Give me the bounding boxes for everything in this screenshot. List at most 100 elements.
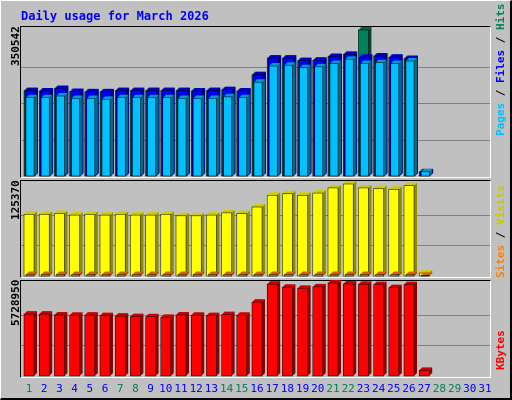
pages-bar-top bbox=[102, 96, 113, 100]
pages-bar-top bbox=[26, 94, 37, 98]
day-label: 24 bbox=[371, 382, 386, 395]
day-label: 17 bbox=[265, 382, 279, 395]
kbytes-bar bbox=[266, 283, 278, 377]
sites-bar-top bbox=[299, 271, 311, 275]
files-bar-top bbox=[101, 88, 114, 92]
kbytes-bar-top bbox=[358, 281, 372, 285]
visits-bar bbox=[358, 187, 369, 277]
pages-bar-side bbox=[383, 59, 387, 176]
sites-bar-top bbox=[360, 271, 372, 275]
visits-bar-side bbox=[262, 204, 265, 276]
visits-bar-top bbox=[24, 211, 37, 215]
files-bar-top bbox=[298, 57, 312, 61]
kbytes-bar-side bbox=[414, 281, 417, 376]
files-bar-top bbox=[146, 87, 160, 91]
pages-bar bbox=[268, 65, 278, 177]
pages-bar-top bbox=[421, 168, 433, 172]
kbytes-bar bbox=[54, 314, 65, 377]
sites-bar-side bbox=[170, 271, 174, 276]
sites-bar bbox=[375, 274, 384, 277]
sites-bar-side bbox=[186, 271, 189, 276]
kbytes-bar bbox=[297, 288, 308, 377]
kbytes-bar bbox=[130, 316, 141, 377]
sites-bar bbox=[132, 274, 141, 277]
visits-bar-top bbox=[404, 182, 417, 186]
pages-bar bbox=[223, 96, 232, 177]
sites-bar-side bbox=[34, 271, 37, 276]
pages-bar bbox=[375, 62, 384, 177]
sites-bar-side bbox=[155, 271, 159, 276]
visits-bar bbox=[175, 215, 187, 277]
pages-bar-top bbox=[345, 56, 357, 60]
pages-bar bbox=[420, 171, 430, 177]
visits-bar-side bbox=[368, 184, 372, 276]
pages-bar-side bbox=[125, 94, 129, 176]
visits-bar bbox=[221, 212, 232, 277]
pages-bar bbox=[405, 60, 415, 177]
day-label: 23 bbox=[356, 382, 371, 395]
sites-bar-side bbox=[110, 271, 113, 276]
visits-bar bbox=[236, 213, 248, 277]
visits-bar-top bbox=[69, 212, 83, 216]
visits-bar-top bbox=[54, 210, 68, 214]
visits-bar-side bbox=[414, 182, 417, 276]
sites-bar-top bbox=[421, 272, 433, 276]
sites-bar-top bbox=[56, 271, 68, 275]
sites-bar-side bbox=[353, 271, 357, 276]
sites-bar-top bbox=[102, 271, 113, 275]
kbytes-bar-top bbox=[69, 312, 83, 316]
visits-bar-side bbox=[34, 211, 37, 276]
pages-bar-top bbox=[132, 94, 144, 98]
pages-bar-side bbox=[170, 94, 174, 176]
sites-bar bbox=[192, 274, 202, 277]
day-label: 26 bbox=[402, 382, 416, 395]
visits-bar bbox=[130, 214, 141, 277]
sites-bar bbox=[284, 274, 293, 277]
visits-bar-side bbox=[94, 211, 98, 276]
files-bar-top bbox=[344, 51, 358, 55]
kbytes-bar bbox=[84, 314, 96, 377]
files-bar-top bbox=[374, 53, 388, 57]
sites-bar bbox=[420, 275, 430, 277]
sites-bar-side bbox=[383, 271, 387, 276]
day-label: 12 bbox=[189, 382, 203, 395]
sites-bar bbox=[223, 274, 232, 277]
sites-bar-side bbox=[140, 271, 144, 276]
kbytes-bar-side bbox=[125, 313, 129, 376]
kbytes-bar-side bbox=[79, 312, 83, 376]
pages-bar-top bbox=[390, 60, 402, 64]
pages-bar bbox=[116, 97, 126, 177]
files-bar-top bbox=[192, 88, 206, 92]
kbytes-bar bbox=[175, 314, 187, 377]
kbytes-bar-side bbox=[246, 312, 250, 376]
kbytes-bar-side bbox=[322, 283, 326, 376]
kbytes-bar bbox=[38, 313, 50, 377]
kbytes-bar-top bbox=[84, 312, 98, 316]
pages-bar-top bbox=[238, 94, 250, 98]
sites-bar-top bbox=[284, 271, 296, 275]
day-label: 1 bbox=[25, 382, 33, 395]
sites-bar bbox=[40, 274, 50, 277]
visits-bar-side bbox=[383, 185, 387, 276]
day-label: 21 bbox=[326, 382, 340, 395]
visits-bar-side bbox=[246, 210, 250, 276]
visits-bar bbox=[327, 187, 339, 277]
sites-bar bbox=[56, 274, 65, 277]
files-bar-top bbox=[116, 87, 130, 91]
visits-bar bbox=[69, 214, 80, 277]
visits-bar bbox=[114, 214, 126, 277]
pages-bar bbox=[192, 98, 202, 177]
visits-bar bbox=[282, 193, 293, 277]
pages-bar bbox=[360, 63, 369, 177]
pages-bar-top bbox=[71, 95, 83, 99]
visits-bar-top bbox=[358, 184, 372, 188]
visits-bar-top bbox=[145, 212, 159, 216]
files-bar-top bbox=[359, 54, 373, 58]
kbytes-bar-side bbox=[170, 314, 174, 376]
visits-bar-top bbox=[176, 212, 189, 216]
visits-bar bbox=[99, 214, 111, 277]
pages-bar bbox=[25, 97, 35, 177]
kbytes-bar bbox=[160, 317, 172, 377]
visits-bar bbox=[251, 206, 263, 277]
kbytes-bar bbox=[114, 315, 126, 377]
